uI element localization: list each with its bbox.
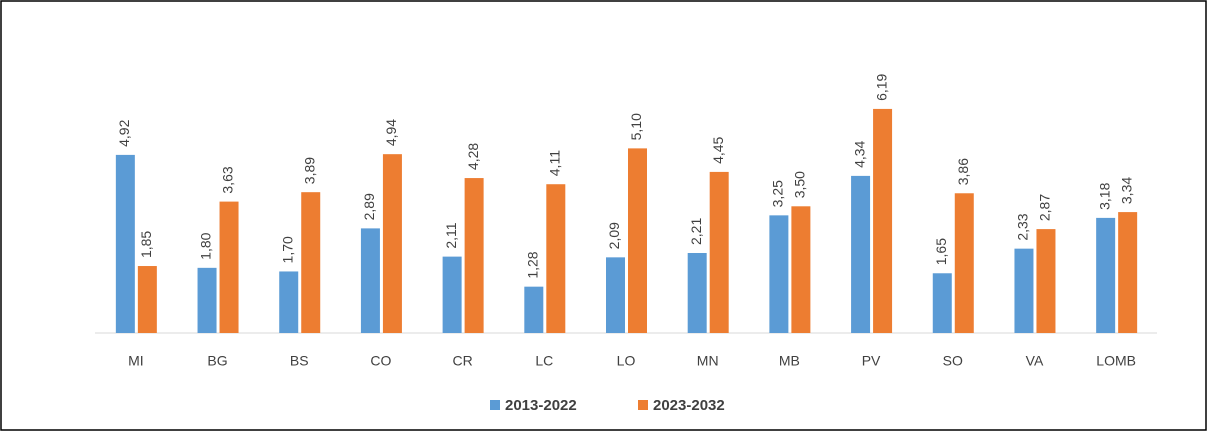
bar: [1036, 229, 1056, 333]
data-label: 3,50: [792, 171, 808, 198]
x-tick-label: LO: [617, 353, 636, 369]
data-label: 3,86: [955, 158, 971, 185]
x-tick-label: VA: [1026, 353, 1044, 369]
bar: [606, 257, 625, 333]
x-tick-label: MN: [697, 353, 719, 369]
bar: [464, 178, 484, 333]
bar: [524, 286, 544, 333]
bar: [442, 256, 462, 333]
legend-swatch: [490, 400, 500, 410]
data-label: 3,18: [1096, 182, 1112, 209]
data-label: 4,34: [851, 140, 867, 167]
bar: [791, 206, 811, 333]
x-tick-label: MB: [779, 353, 800, 369]
bar: [301, 192, 321, 333]
x-tick-label: BG: [207, 353, 227, 369]
x-tick-label: MI: [128, 353, 144, 369]
data-label: 2,21: [688, 218, 704, 245]
data-label: 1,80: [198, 232, 214, 259]
x-tick-label: SO: [943, 353, 963, 369]
data-label: 2,89: [361, 193, 377, 220]
bar: [546, 184, 566, 333]
bar: [137, 266, 157, 333]
data-label: 3,63: [220, 166, 236, 193]
bar: [628, 148, 647, 333]
bar: [279, 271, 299, 333]
legend-label: 2013-2022: [505, 397, 577, 414]
bar: [1118, 212, 1138, 333]
bar: [360, 228, 380, 333]
data-label: 1,85: [138, 231, 154, 258]
bar: [219, 201, 239, 333]
bar: [382, 154, 402, 333]
bar: [197, 267, 217, 333]
bar: [873, 108, 893, 333]
data-label: 1,65: [933, 238, 949, 265]
data-label: 4,94: [383, 119, 399, 146]
data-label: 1,70: [279, 236, 295, 263]
bar: [932, 273, 952, 333]
bar: [709, 171, 729, 333]
bar: [769, 215, 789, 333]
data-label: 5,10: [628, 113, 644, 140]
bar: [115, 154, 135, 333]
data-label: 4,28: [465, 143, 481, 170]
bar: [851, 175, 871, 333]
x-tick-label: LOMB: [1096, 353, 1136, 369]
data-label: 4,11: [547, 150, 563, 176]
bar: [954, 193, 974, 333]
x-tick-label: LC: [535, 353, 553, 369]
legend-label: 2023-2032: [653, 397, 725, 414]
bar: [1014, 248, 1034, 333]
bar: [687, 252, 707, 333]
legend-swatch: [638, 400, 648, 410]
x-tick-label: CR: [452, 353, 472, 369]
data-label: 2,09: [606, 222, 622, 249]
data-label: 1,28: [525, 251, 541, 278]
x-tick-label: BS: [290, 353, 309, 369]
data-label: 3,89: [301, 157, 317, 184]
data-label: 2,87: [1037, 194, 1053, 221]
data-label: 4,45: [710, 136, 726, 163]
data-label: 2,33: [1015, 213, 1031, 240]
bar: [1096, 217, 1116, 333]
data-label: 3,25: [770, 180, 786, 207]
data-label: 2,11: [443, 222, 459, 248]
data-label: 6,19: [873, 73, 889, 100]
data-label: 4,92: [116, 119, 132, 146]
x-tick-label: CO: [370, 353, 391, 369]
x-tick-label: PV: [862, 353, 881, 369]
data-label: 3,34: [1118, 177, 1134, 204]
